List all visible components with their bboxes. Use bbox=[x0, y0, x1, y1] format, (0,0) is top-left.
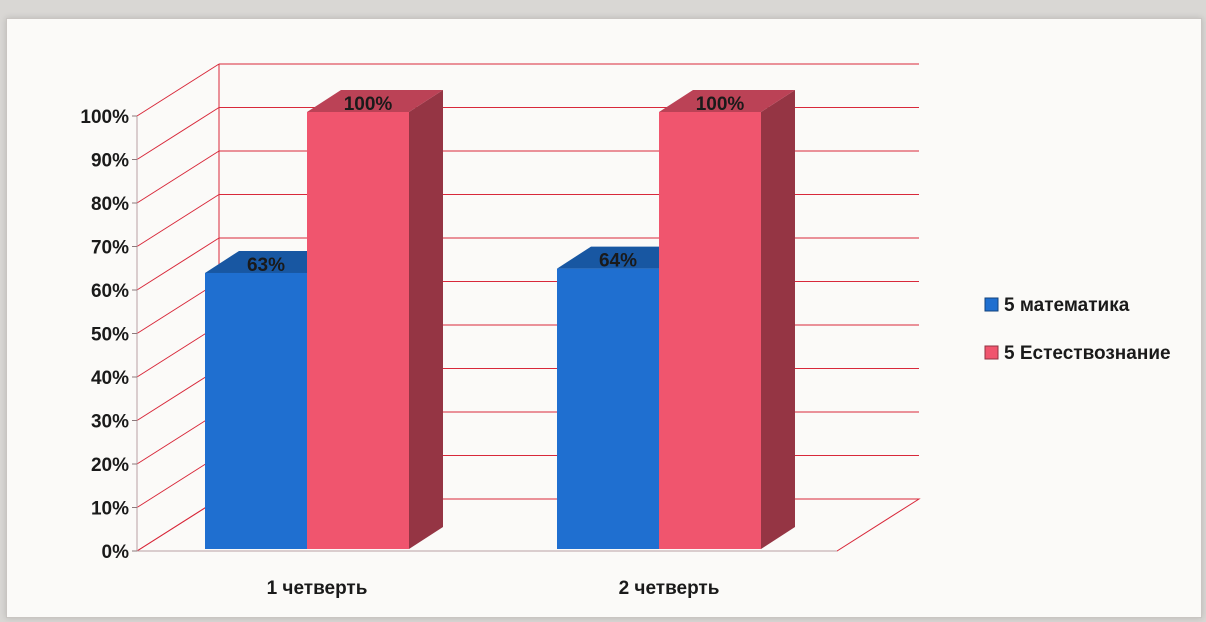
bar-front-face bbox=[205, 272, 307, 549]
data-label: 64% bbox=[599, 251, 637, 272]
y-tick-label: 100% bbox=[80, 107, 129, 128]
data-label: 100% bbox=[344, 94, 393, 115]
x-category-label: 1 четверть bbox=[267, 578, 368, 599]
bar-side-face bbox=[409, 90, 443, 549]
bar bbox=[307, 90, 443, 549]
legend: 5 математика 5 Естествознание bbox=[984, 295, 1171, 364]
gridline-diagonal bbox=[136, 107, 220, 160]
y-tick-label: 80% bbox=[91, 194, 129, 215]
bar-front-face bbox=[659, 112, 761, 549]
y-tick-label: 50% bbox=[91, 325, 129, 346]
gridline-diagonal bbox=[136, 150, 220, 204]
legend-swatch bbox=[984, 345, 999, 360]
bar-top-face bbox=[307, 90, 443, 112]
y-tick-label: 0% bbox=[102, 542, 130, 563]
y-tick-label: 30% bbox=[91, 412, 129, 433]
legend-label: 5 Естествознание bbox=[1004, 343, 1171, 364]
gridline-diagonal bbox=[136, 63, 220, 117]
bar-top-face bbox=[659, 90, 795, 112]
legend-swatch bbox=[984, 297, 999, 312]
bar-front-face bbox=[557, 268, 659, 549]
y-tick-label: 60% bbox=[91, 281, 129, 302]
y-tick-label: 90% bbox=[91, 151, 129, 172]
bar-side-face bbox=[761, 90, 795, 549]
x-category-label: 2 четверть bbox=[619, 578, 720, 599]
data-label: 100% bbox=[696, 94, 745, 115]
chart-frame: 0% 10% 20% 30% 40% 50% 60% 70% 80% 90% 100% 63% 100%… bbox=[6, 18, 1202, 618]
gridline-diagonal bbox=[136, 237, 220, 291]
bar-front-face bbox=[307, 112, 409, 549]
data-label: 63% bbox=[247, 255, 285, 276]
y-tick-label: 70% bbox=[91, 238, 129, 259]
bar bbox=[659, 90, 795, 549]
y-tick-label: 10% bbox=[91, 499, 129, 520]
y-tick-label: 40% bbox=[91, 368, 129, 389]
gridline-diagonal bbox=[136, 194, 220, 247]
y-tick-label: 20% bbox=[91, 455, 129, 476]
legend-label: 5 математика bbox=[1004, 295, 1130, 316]
chart-svg: 0% 10% 20% 30% 40% 50% 60% 70% 80% 90% 100% 63% 100%… bbox=[80, 63, 1171, 599]
